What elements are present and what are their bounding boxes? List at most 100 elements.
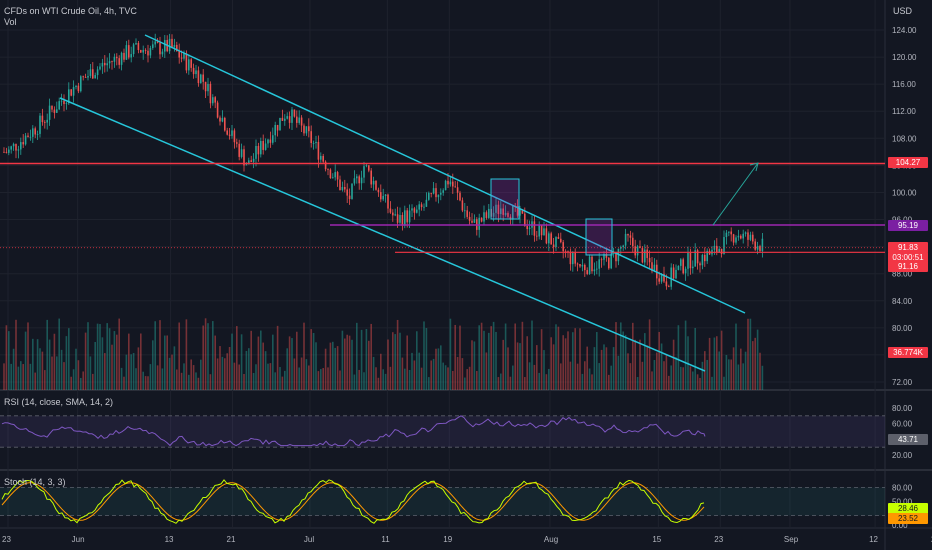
volume-bar bbox=[646, 345, 648, 390]
volume-bar bbox=[87, 322, 89, 390]
candle-body bbox=[63, 100, 65, 105]
volume-bar bbox=[521, 321, 524, 390]
volume-bar bbox=[260, 330, 262, 390]
candle-body bbox=[224, 117, 226, 131]
volume-bar bbox=[495, 331, 497, 390]
volume-bar bbox=[430, 360, 432, 390]
candle-body bbox=[116, 56, 118, 59]
volume-bar bbox=[557, 326, 560, 390]
volume-bar bbox=[756, 329, 759, 390]
y-tick-label: 124.00 bbox=[892, 26, 917, 35]
candle-body bbox=[569, 251, 572, 265]
rsi-tick-label: 80.00 bbox=[892, 404, 913, 413]
volume-bar bbox=[478, 325, 480, 390]
candle-body bbox=[420, 204, 423, 208]
candle-body bbox=[363, 166, 365, 178]
candle-body bbox=[260, 141, 262, 155]
candle-body bbox=[87, 75, 89, 78]
volume-bar bbox=[440, 345, 442, 390]
stoch-tick-label: 50.00 bbox=[892, 498, 913, 507]
volume-bar bbox=[490, 326, 492, 390]
x-tick-label: 23 bbox=[2, 535, 11, 544]
candle-body bbox=[39, 115, 41, 134]
volume-bar bbox=[591, 374, 593, 390]
candle-body bbox=[648, 257, 651, 263]
candle-body bbox=[84, 77, 87, 78]
volume-bar bbox=[300, 357, 303, 390]
volume-bar bbox=[761, 365, 764, 390]
volume-bar bbox=[562, 335, 564, 390]
volume-bar bbox=[672, 339, 675, 390]
volume-bar bbox=[610, 365, 612, 390]
chart-title: CFDs on WTI Crude Oil, 4h, TVC bbox=[4, 6, 137, 16]
volume-bar bbox=[500, 373, 502, 390]
candle-body bbox=[252, 158, 255, 162]
candle-body bbox=[730, 231, 732, 235]
volume-bar bbox=[80, 377, 82, 390]
candle-body bbox=[183, 53, 185, 59]
volume-bar bbox=[711, 376, 713, 390]
candle-body bbox=[538, 225, 540, 237]
candle-body bbox=[701, 254, 704, 266]
volume-bar bbox=[401, 357, 404, 390]
candle-body bbox=[502, 208, 504, 215]
volume-bar bbox=[305, 359, 308, 390]
candle-body bbox=[747, 232, 749, 240]
y-tick-label: 84.00 bbox=[892, 297, 913, 306]
volume-bar bbox=[248, 348, 250, 390]
candle-body bbox=[689, 252, 692, 269]
volume-bar bbox=[92, 373, 94, 390]
volume-bar bbox=[543, 350, 545, 390]
candle-body bbox=[111, 61, 113, 62]
candle-body bbox=[394, 214, 396, 216]
candle-body bbox=[682, 259, 684, 274]
candle-body bbox=[641, 247, 644, 263]
volume-bar bbox=[605, 347, 608, 390]
volume-bar bbox=[360, 329, 363, 390]
volume-bar bbox=[82, 371, 84, 390]
volume-bar bbox=[730, 359, 732, 390]
candle-body bbox=[732, 234, 735, 243]
candle-body bbox=[231, 130, 233, 136]
volume-bar bbox=[418, 352, 420, 390]
volume-bar bbox=[413, 360, 416, 390]
candle-body bbox=[348, 195, 351, 199]
candle-body bbox=[634, 246, 636, 256]
volume-bar bbox=[507, 347, 509, 390]
volume-bar bbox=[22, 364, 24, 390]
candle-body bbox=[279, 117, 281, 131]
candle-body bbox=[509, 216, 512, 220]
candle-body bbox=[401, 214, 404, 226]
volume-bar bbox=[336, 346, 339, 390]
candle-body bbox=[430, 192, 432, 194]
volume-bar bbox=[497, 377, 500, 390]
volume-bar bbox=[228, 347, 231, 390]
volume-bar bbox=[286, 348, 288, 390]
candle-body bbox=[473, 219, 476, 223]
candle-body bbox=[255, 145, 257, 159]
candle-body bbox=[620, 247, 622, 249]
rsi-value-tag: 43.71 bbox=[888, 434, 928, 445]
volume-bar bbox=[701, 361, 704, 390]
volume-bar bbox=[12, 348, 15, 390]
volume-bar bbox=[377, 377, 380, 390]
volume-bar bbox=[488, 332, 490, 390]
volume-bar bbox=[603, 344, 605, 390]
x-tick-label: 19 bbox=[443, 535, 452, 544]
candle-body bbox=[75, 85, 77, 88]
volume-bar bbox=[272, 334, 274, 390]
candle-body bbox=[720, 248, 723, 254]
volume-bar bbox=[252, 372, 255, 390]
volume-bar bbox=[10, 363, 12, 390]
volume-bar bbox=[425, 328, 428, 390]
candle-body bbox=[320, 155, 322, 160]
candle-body bbox=[356, 176, 358, 179]
volume-bar bbox=[622, 331, 624, 390]
candle-body bbox=[351, 183, 353, 199]
volume-bar bbox=[569, 361, 572, 390]
candle-body bbox=[164, 40, 166, 52]
volume-bar bbox=[428, 377, 430, 390]
candle-body bbox=[291, 109, 293, 123]
candle-body bbox=[233, 130, 236, 143]
